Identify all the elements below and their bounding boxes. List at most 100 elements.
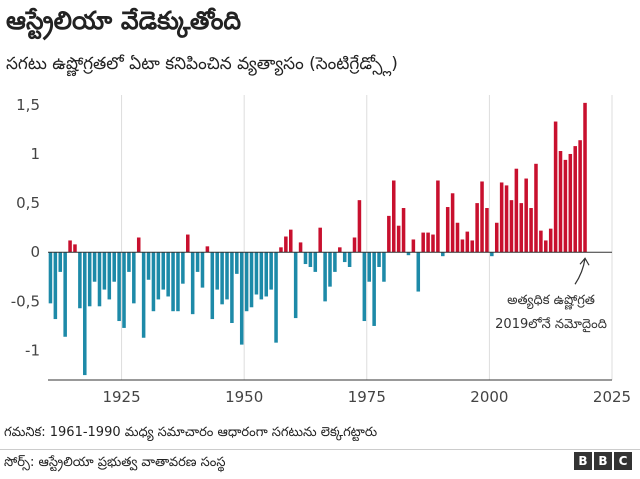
bar-1950 (244, 252, 249, 312)
bar-1982 (401, 208, 406, 253)
bar-1974 (362, 252, 367, 322)
bar-1967 (328, 252, 332, 287)
bar-1939 (190, 252, 195, 315)
bar-1985 (416, 252, 421, 292)
bar-1936 (176, 252, 180, 312)
bar-2018 (578, 140, 582, 253)
x-tick-label: 2000 (470, 388, 508, 406)
bar-1930 (146, 252, 151, 280)
footer-divider (0, 449, 640, 450)
bar-1993 (455, 222, 460, 253)
bar-1940 (195, 252, 200, 272)
bar-1981 (396, 225, 401, 253)
bar-1919 (92, 252, 97, 282)
temperature-anomaly-chart: -1 -0,5 0 0,5 1 1,5 1925 1950 1975 2000 2025 అత్య… (11, 95, 631, 406)
bar-1910 (48, 252, 53, 304)
bar-1954 (264, 252, 269, 297)
bar-1975 (367, 252, 372, 282)
chart-title: ఆస్ట్రేలియా వేడెక్కుతోంది (6, 6, 242, 35)
logo-letter: C (614, 452, 632, 470)
bar-1994 (460, 239, 465, 253)
bar-1933 (161, 252, 166, 290)
bar-1962 (303, 252, 308, 265)
bar-1918 (87, 252, 92, 307)
bar-2003 (504, 185, 509, 253)
bar-1968 (333, 252, 337, 272)
bar-1932 (156, 252, 161, 300)
bar-1924 (117, 252, 121, 322)
bar-1988 (431, 234, 435, 253)
bar-2010 (539, 230, 543, 253)
bar-2009 (534, 163, 538, 253)
bar-1920 (97, 252, 102, 307)
x-tick-label: 1975 (348, 388, 386, 406)
bar-1986 (421, 232, 425, 253)
bar-1980 (391, 180, 396, 253)
bar-1914 (68, 240, 72, 253)
y-tick-label: 1,5 (16, 96, 40, 114)
bar-1938 (186, 234, 190, 253)
bar-1913 (63, 252, 67, 337)
bar-1957 (279, 247, 283, 253)
bar-1959 (288, 229, 293, 253)
bar-1989 (436, 180, 440, 253)
bar-1925 (122, 252, 126, 328)
bar-1973 (357, 200, 362, 253)
bar-2016 (568, 153, 573, 253)
bar-2001 (494, 222, 499, 253)
bar-1928 (136, 237, 141, 253)
bar-1956 (274, 252, 278, 343)
bar-1947 (230, 252, 234, 323)
bar-1964 (313, 252, 318, 272)
bar-2000 (490, 252, 494, 257)
bar-1942 (205, 246, 210, 253)
bar-1966 (323, 252, 327, 302)
bar-2005 (514, 168, 519, 253)
bar-1915 (73, 244, 77, 253)
bar-2011 (544, 240, 548, 253)
bar-1984 (411, 239, 416, 253)
bar-1952 (254, 252, 259, 295)
x-tick-label: 2025 (593, 388, 631, 406)
bar-1972 (352, 237, 357, 253)
bar-1969 (338, 247, 342, 253)
bar-1987 (426, 232, 430, 253)
grid-lines (121, 95, 613, 380)
bar-1927 (132, 252, 136, 304)
x-tick-label: 1925 (102, 388, 140, 406)
bar-1953 (259, 252, 264, 300)
bar-1916 (78, 252, 82, 309)
y-tick-label: 0,5 (16, 194, 40, 212)
bar-1922 (107, 252, 112, 300)
bar-1929 (141, 252, 146, 338)
bar-1979 (387, 215, 391, 253)
bbc-logo: B B C (574, 452, 632, 470)
bar-1935 (171, 252, 175, 312)
logo-letter: B (594, 452, 612, 470)
bar-1931 (151, 252, 156, 312)
annotation-arrow (574, 257, 590, 285)
y-tick-label: -1 (25, 342, 40, 360)
annotation-line-2: 2019లోనే నమోదైంది (495, 317, 607, 333)
data-bars (48, 102, 587, 376)
bar-2019 (583, 102, 587, 253)
annotation-line-1: అత్యధిక ఉష్ణోగ్రత (507, 293, 595, 310)
bar-2008 (529, 208, 533, 253)
bar-1997 (475, 203, 479, 253)
bar-1976 (372, 252, 376, 326)
bar-1945 (220, 252, 224, 305)
bar-2014 (558, 151, 563, 253)
bar-1990 (441, 252, 445, 257)
bar-1934 (166, 252, 170, 297)
bar-1917 (83, 252, 87, 376)
bar-1941 (200, 252, 205, 288)
x-axis-tick-labels: 1925 1950 1975 2000 2025 (102, 388, 631, 406)
bar-2007 (524, 178, 528, 253)
bar-1946 (225, 252, 229, 300)
bar-2002 (499, 182, 504, 253)
bar-1963 (308, 252, 313, 267)
bar-1996 (470, 240, 474, 253)
y-tick-label: -0,5 (11, 292, 40, 310)
bar-1923 (112, 252, 116, 282)
record-annotation: అత్యధిక ఉష్ణోగ్రత 2019లోనే నమోదైంది (495, 257, 607, 333)
